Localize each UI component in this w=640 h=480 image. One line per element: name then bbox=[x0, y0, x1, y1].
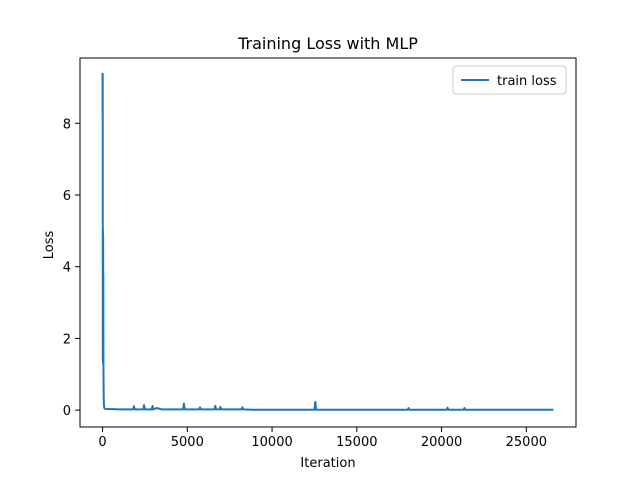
x-tick-label: 0 bbox=[98, 435, 106, 450]
y-axis-label: Loss bbox=[42, 231, 57, 260]
y-axis: 0 2 4 6 8 bbox=[63, 117, 80, 419]
x-tick-label: 5000 bbox=[171, 435, 204, 450]
chart-title: Training Loss with MLP bbox=[237, 34, 418, 53]
x-tick-label: 10000 bbox=[251, 435, 292, 450]
plot-frame bbox=[79, 57, 577, 428]
y-tick-label: 6 bbox=[63, 189, 71, 204]
y-tick-label: 0 bbox=[63, 404, 71, 419]
legend-entry: train loss bbox=[497, 74, 557, 89]
x-axis-label: Iteration bbox=[300, 456, 355, 471]
legend: train loss bbox=[452, 65, 567, 95]
x-axis: 0 5000 10000 15000 20000 25000 bbox=[98, 427, 547, 450]
y-tick-label: 4 bbox=[63, 261, 71, 276]
legend-box bbox=[452, 65, 567, 95]
series-line-0 bbox=[101, 73, 554, 411]
x-tick-label: 15000 bbox=[336, 435, 377, 450]
y-tick-label: 8 bbox=[63, 117, 71, 132]
x-tick-label: 20000 bbox=[421, 435, 462, 450]
plot-area bbox=[79, 57, 577, 428]
x-tick-label: 25000 bbox=[506, 435, 547, 450]
y-tick-label: 2 bbox=[63, 332, 71, 347]
